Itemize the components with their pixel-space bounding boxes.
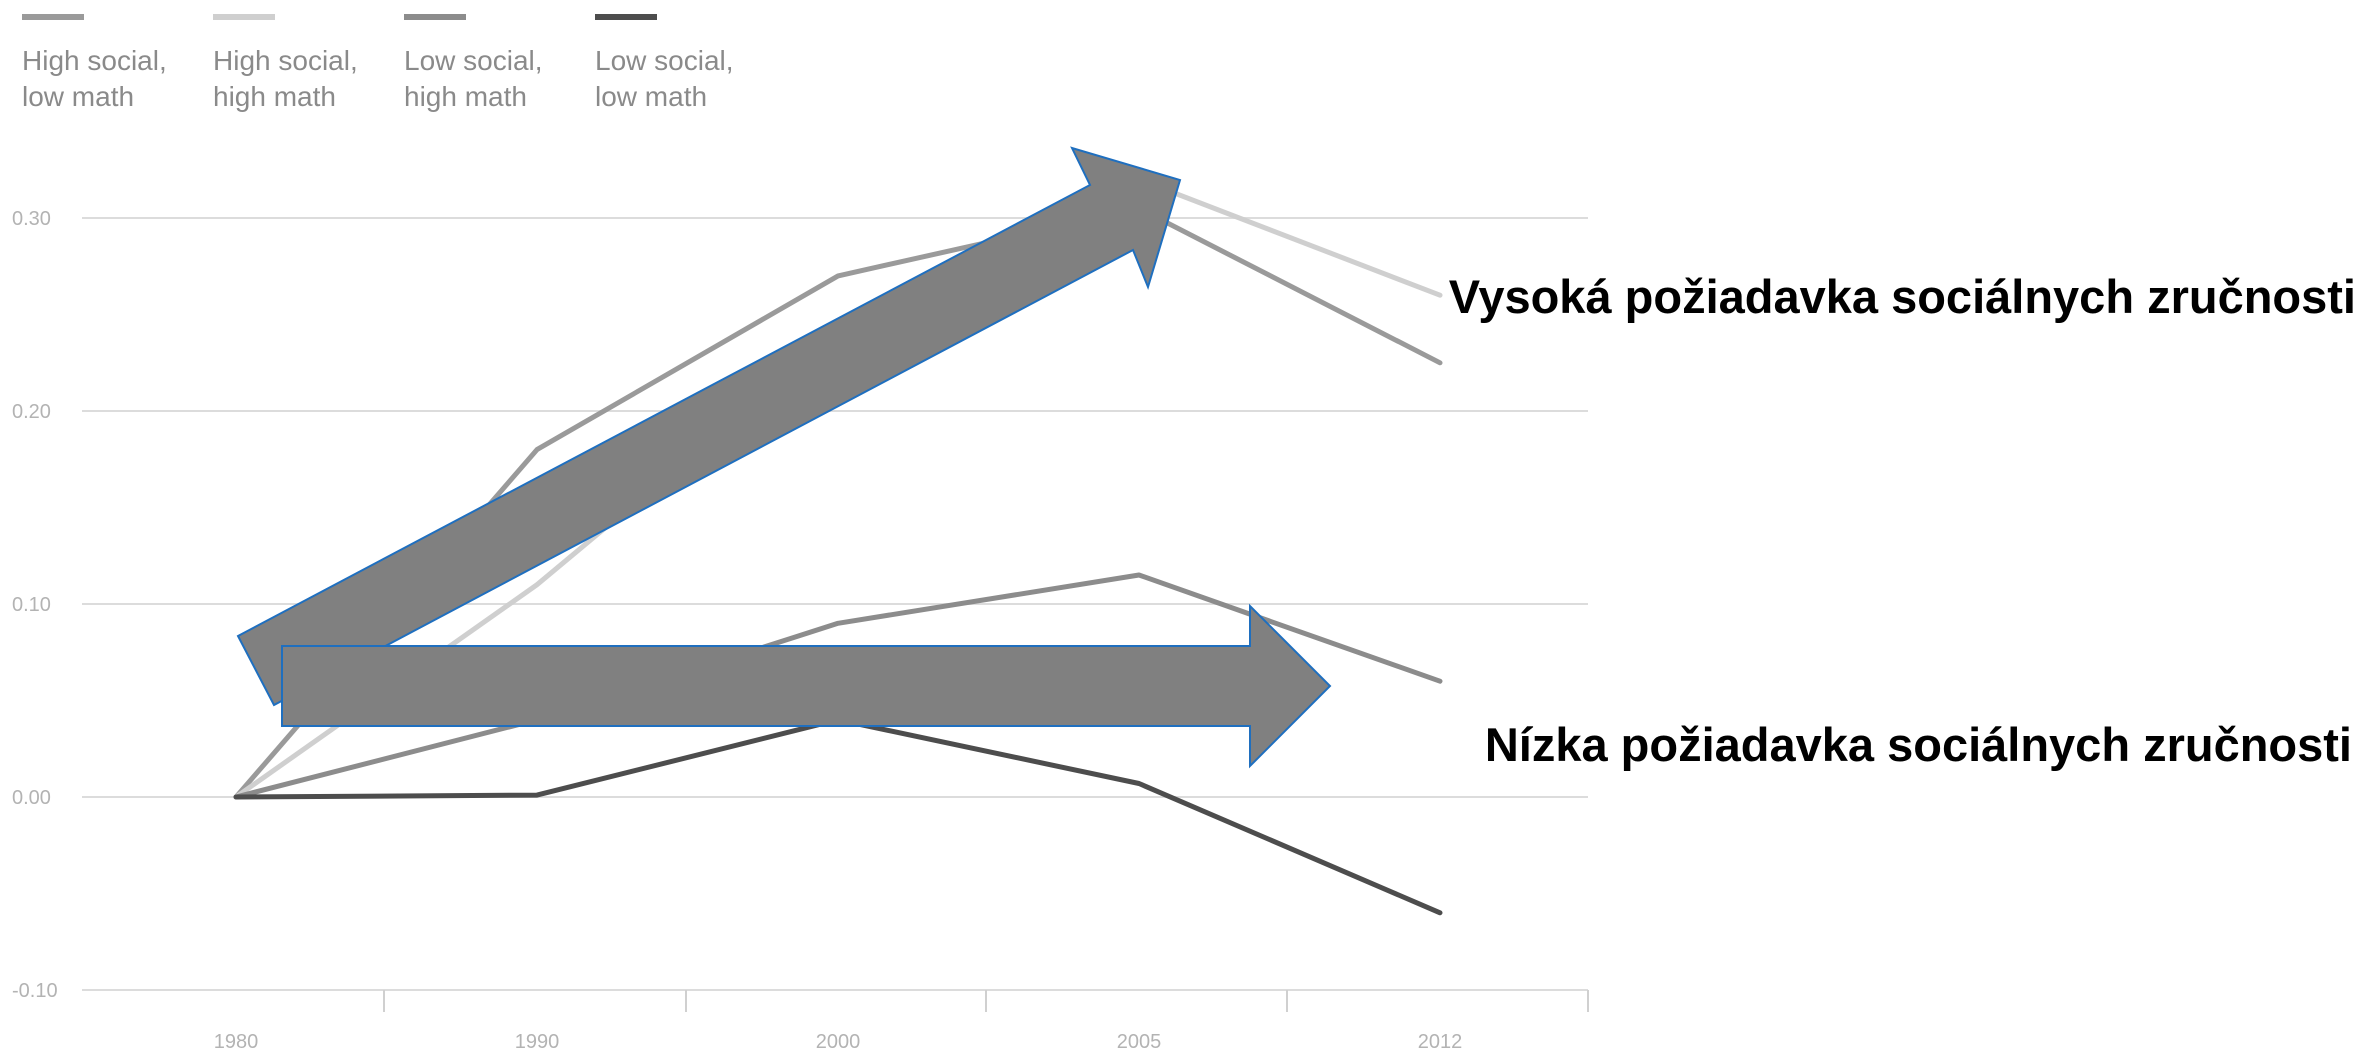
y-tick-label: 0.10 [12, 594, 51, 616]
legend-label: low math [595, 81, 707, 112]
x-tick-label: 2005 [1117, 1031, 1162, 1053]
annotation-high-social: Vysoká požiadavka sociálnych zručnosti [1449, 270, 2356, 323]
legend: High social, low math High social, high mat… [22, 14, 734, 112]
x-axis: 1980 1990 2000 2005 2012 [214, 990, 1589, 1053]
x-tick-label: 1980 [214, 1031, 259, 1053]
x-tick-label: 1990 [515, 1031, 560, 1053]
x-tick-label: 2000 [816, 1031, 861, 1053]
series-line [233, 572, 1443, 800]
y-tick-label: -0.10 [12, 980, 58, 1002]
y-tick-label: 0.20 [12, 401, 51, 423]
legend-label: high math [404, 81, 527, 112]
annotations: Vysoká požiadavka sociálnych zručnosti Ní… [1449, 270, 2356, 771]
legend-label: Low social, [404, 45, 543, 76]
legend-label: Low social, [595, 45, 734, 76]
y-tick-label: 0.30 [12, 208, 51, 230]
legend-label: High social, [22, 45, 167, 76]
legend-label: High social, [213, 45, 358, 76]
x-tick-label: 2012 [1418, 1031, 1463, 1053]
legend-label: high math [213, 81, 336, 112]
legend-label: low math [22, 81, 134, 112]
annotation-low-social: Nízka požiadavka sociálnych zručnosti [1485, 718, 2352, 771]
y-axis: 0.30 0.20 0.10 0.00 -0.10 [12, 208, 58, 1002]
flat-arrow [281, 603, 1332, 769]
rising-arrow [236, 146, 1182, 707]
y-tick-label: 0.00 [12, 787, 51, 809]
annotation-arrows [236, 146, 1332, 769]
